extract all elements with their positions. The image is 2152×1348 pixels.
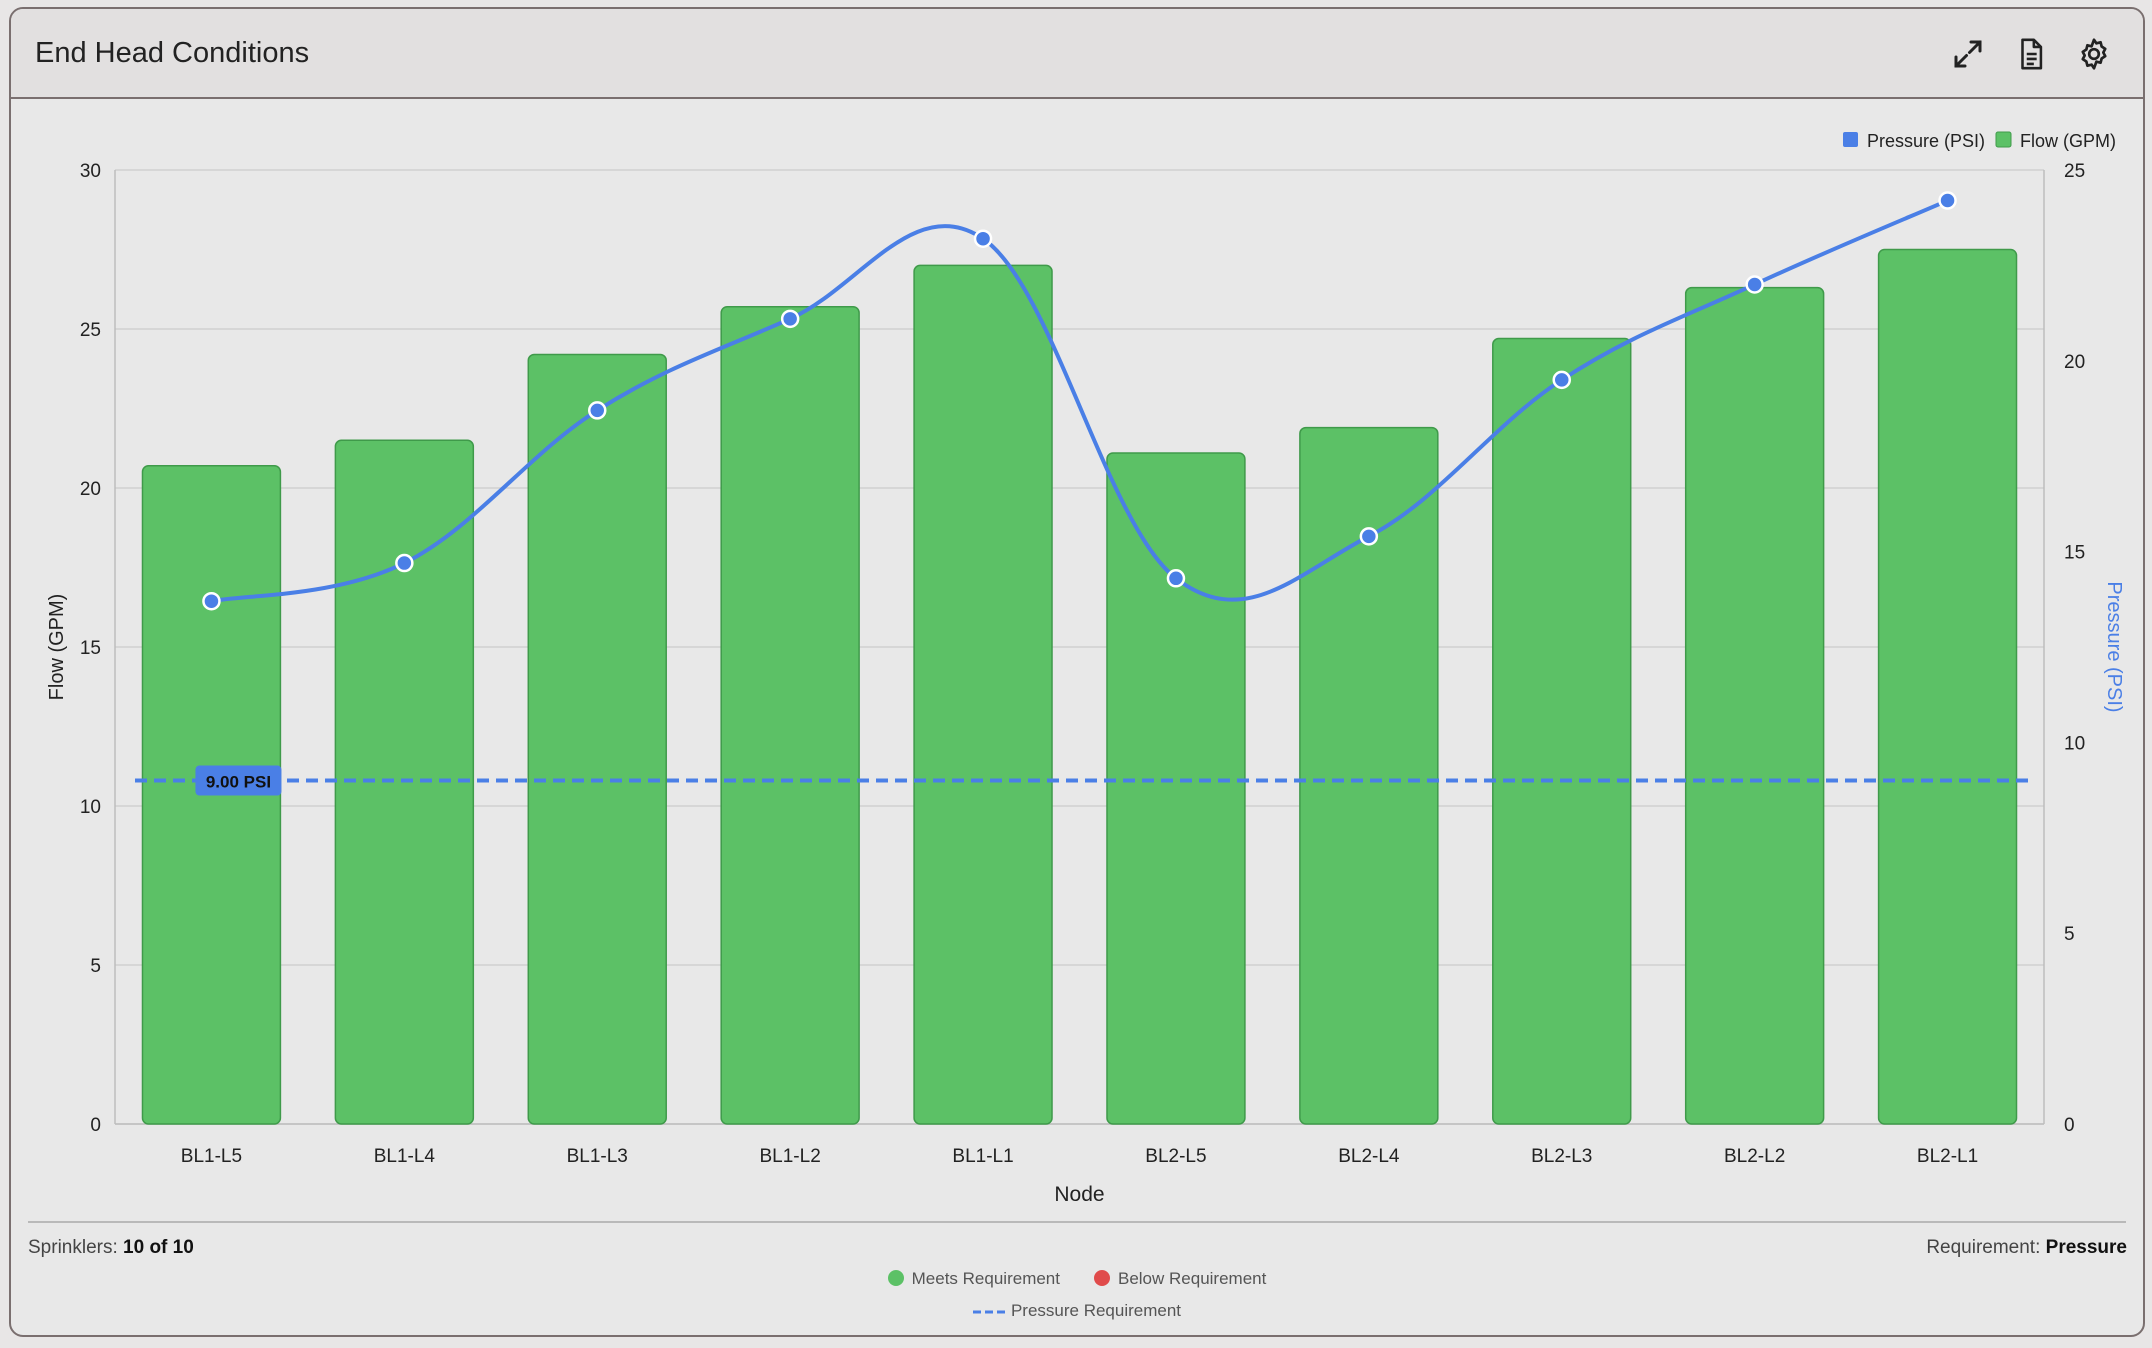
legend-meets: Meets Requirement bbox=[887, 1269, 1060, 1289]
x-axis-title: Node bbox=[1054, 1183, 1104, 1206]
expand-icon bbox=[1954, 40, 1982, 68]
y-tick-label: 10 bbox=[80, 797, 101, 818]
pressure-point bbox=[588, 401, 607, 420]
flow-bar bbox=[913, 264, 1053, 1125]
legend-flow-swatch bbox=[1995, 131, 2012, 148]
pressure-point bbox=[202, 591, 221, 611]
gear-icon bbox=[2081, 38, 2107, 70]
y-tick-label: 0 bbox=[90, 1115, 101, 1136]
x-tick-label: BL1-L1 bbox=[952, 1146, 1013, 1167]
y-tick-label: 30 bbox=[80, 161, 101, 182]
y2-axis-title: Pressure (PSI) bbox=[2103, 581, 2125, 712]
dashed-line-icon bbox=[972, 1310, 1005, 1314]
requirement-value: Pressure bbox=[2045, 1237, 2127, 1258]
y-tick-label: 25 bbox=[80, 320, 101, 341]
flow-bar bbox=[527, 353, 667, 1125]
flow-bar bbox=[1492, 337, 1632, 1125]
y2-tick-label: 20 bbox=[2064, 352, 2085, 373]
pressure-point bbox=[395, 553, 414, 573]
document-icon bbox=[2021, 38, 2043, 70]
requirement-label: Requirement: bbox=[1926, 1237, 2041, 1258]
y-tick-label: 20 bbox=[80, 479, 101, 500]
flow-bar bbox=[1684, 286, 1825, 1125]
x-tick-label: BL2-L4 bbox=[1338, 1146, 1400, 1167]
flow-bar bbox=[1299, 426, 1439, 1125]
x-tick-label: BL1-L4 bbox=[374, 1146, 436, 1167]
x-tick-label: BL2-L5 bbox=[1145, 1146, 1206, 1167]
legend-pressure-swatch bbox=[1843, 132, 1858, 147]
combo-chart: 0 5 10 15 20 25 30 0 5 10 15 20 25 BL1-L5 BL1-L4 BL1-L3… bbox=[46, 131, 2125, 1206]
y-tick-label: 5 bbox=[90, 956, 101, 977]
y-tick-label: 15 bbox=[80, 638, 101, 659]
y2-tick-label: 0 bbox=[2064, 1115, 2075, 1136]
pressure-point bbox=[1359, 527, 1379, 546]
sprinklers-label: Sprinklers: bbox=[28, 1237, 118, 1258]
legend-below: Below Requirement bbox=[1093, 1269, 1266, 1289]
x-tick-label: BL1-L3 bbox=[567, 1146, 628, 1167]
legend-pressure-requirement: Pressure Requirement bbox=[972, 1301, 1181, 1321]
pressure-point bbox=[1552, 370, 1571, 390]
y2-tick-label: 5 bbox=[2064, 924, 2075, 945]
requirement-label: 9.00 PSI bbox=[206, 773, 271, 792]
pressure-line bbox=[211, 198, 1949, 604]
sprinklers-stat: Sprinklers: 10 of 10 bbox=[28, 1237, 194, 1259]
flow-bar bbox=[720, 305, 860, 1125]
legend-pressure-label: Pressure (PSI) bbox=[1867, 131, 1985, 151]
panel-header: End Head Conditions bbox=[11, 9, 2143, 99]
chart-panel: End Head Conditions 0 5 10 15 20 25 30 0 5 10 15 20… bbox=[9, 7, 2145, 1337]
y-axis-title: Flow (GPM) bbox=[46, 594, 68, 701]
pressure-point bbox=[780, 309, 800, 329]
pressure-point bbox=[1745, 275, 1764, 294]
expand-button[interactable] bbox=[1945, 31, 1991, 77]
pressure-point bbox=[1166, 569, 1186, 588]
status-legend: Meets Requirement Below Requirement bbox=[11, 1269, 2143, 1289]
x-tick-label: BL1-L5 bbox=[181, 1146, 242, 1167]
y2-tick-label: 10 bbox=[2064, 733, 2085, 754]
x-tick-label: BL1-L2 bbox=[760, 1146, 821, 1167]
requirement-label-box bbox=[195, 765, 282, 796]
footer-divider bbox=[28, 1221, 2126, 1223]
y2-tick-label: 25 bbox=[2064, 161, 2085, 182]
x-tick-label: BL2-L2 bbox=[1724, 1146, 1785, 1167]
red-dot-icon bbox=[1093, 1270, 1110, 1286]
pressure-point bbox=[973, 229, 993, 248]
panel-title: End Head Conditions bbox=[35, 37, 310, 69]
flow-bar bbox=[1106, 452, 1246, 1125]
requirement-stat: Requirement: Pressure bbox=[1926, 1237, 2127, 1259]
report-button[interactable] bbox=[2008, 31, 2054, 77]
requirement-legend: Pressure Requirement bbox=[11, 1301, 2143, 1321]
legend-flow-label: Flow (GPM) bbox=[2020, 131, 2116, 151]
settings-button[interactable] bbox=[2071, 31, 2117, 77]
sprinklers-value: 10 of 10 bbox=[123, 1237, 194, 1258]
green-dot-icon bbox=[887, 1270, 904, 1286]
x-tick-label: BL2-L3 bbox=[1531, 1146, 1592, 1167]
pressure-point bbox=[1938, 191, 1957, 210]
y2-tick-label: 15 bbox=[2064, 543, 2085, 564]
x-tick-label: BL2-L1 bbox=[1917, 1146, 1978, 1167]
flow-bar bbox=[1877, 248, 2018, 1125]
